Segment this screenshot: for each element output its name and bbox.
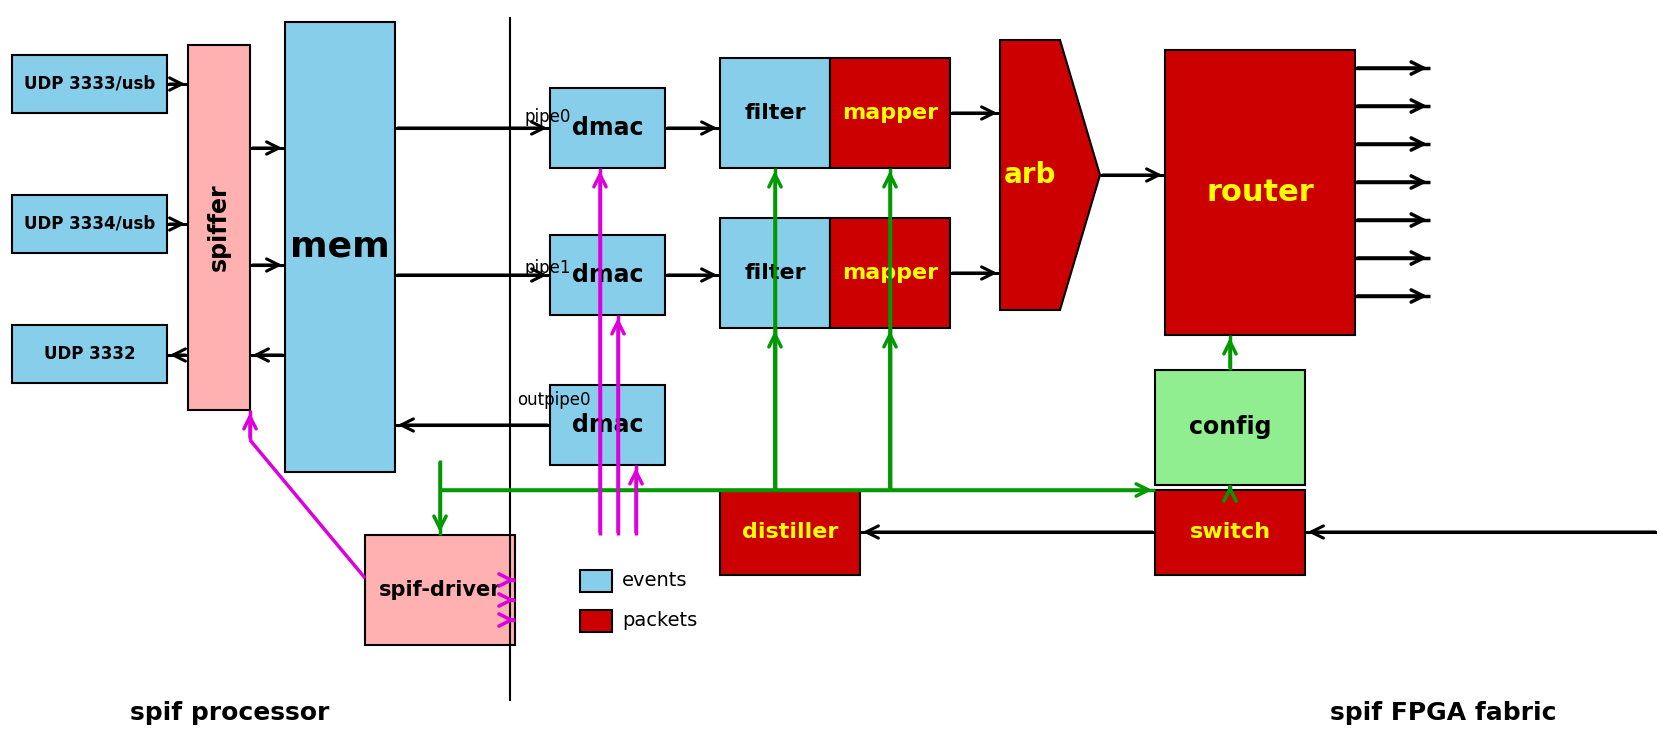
Bar	[1155, 370, 1304, 485]
Polygon shape	[999, 40, 1099, 310]
Bar	[830, 58, 949, 168]
Text: mapper: mapper	[842, 263, 938, 283]
Text: spif processor: spif processor	[129, 701, 330, 725]
Text: router: router	[1205, 178, 1312, 207]
Bar	[719, 58, 830, 168]
Text: distiller: distiller	[741, 523, 838, 542]
Text: mem: mem	[290, 230, 389, 264]
Text: UDP 3334/usb: UDP 3334/usb	[23, 215, 156, 233]
Text: dmac: dmac	[572, 116, 643, 140]
Text: UDP 3333/usb: UDP 3333/usb	[23, 75, 156, 93]
Text: dmac: dmac	[572, 263, 643, 287]
Text: mapper: mapper	[842, 103, 938, 123]
Bar	[12, 325, 167, 383]
Text: dmac: dmac	[572, 413, 643, 437]
Text: pipe1: pipe1	[525, 259, 572, 277]
Text: config: config	[1188, 415, 1271, 439]
Text: events: events	[621, 572, 688, 590]
Text: filter: filter	[744, 103, 805, 123]
Bar	[830, 218, 949, 328]
Text: outpipe0: outpipe0	[517, 391, 590, 409]
Bar	[12, 55, 167, 113]
Bar	[550, 235, 664, 315]
Bar	[550, 385, 664, 465]
Text: pipe0: pipe0	[525, 108, 572, 126]
Text: UDP 3332: UDP 3332	[43, 345, 136, 363]
Bar	[1165, 50, 1354, 335]
Bar	[12, 195, 167, 253]
Text: spif FPGA fabric: spif FPGA fabric	[1329, 701, 1556, 725]
Bar	[580, 610, 611, 632]
Text: packets: packets	[621, 611, 698, 631]
Bar	[719, 218, 830, 328]
Bar	[187, 45, 250, 410]
Text: arb: arb	[1002, 161, 1056, 189]
Text: spif-driver: spif-driver	[378, 580, 500, 600]
Bar	[580, 570, 611, 592]
Text: switch: switch	[1188, 523, 1269, 542]
Bar	[365, 535, 515, 645]
Text: spiffer: spiffer	[207, 184, 230, 271]
Bar	[719, 490, 860, 575]
Bar	[550, 88, 664, 168]
Bar	[285, 22, 394, 472]
Text: filter: filter	[744, 263, 805, 283]
Bar	[1155, 490, 1304, 575]
